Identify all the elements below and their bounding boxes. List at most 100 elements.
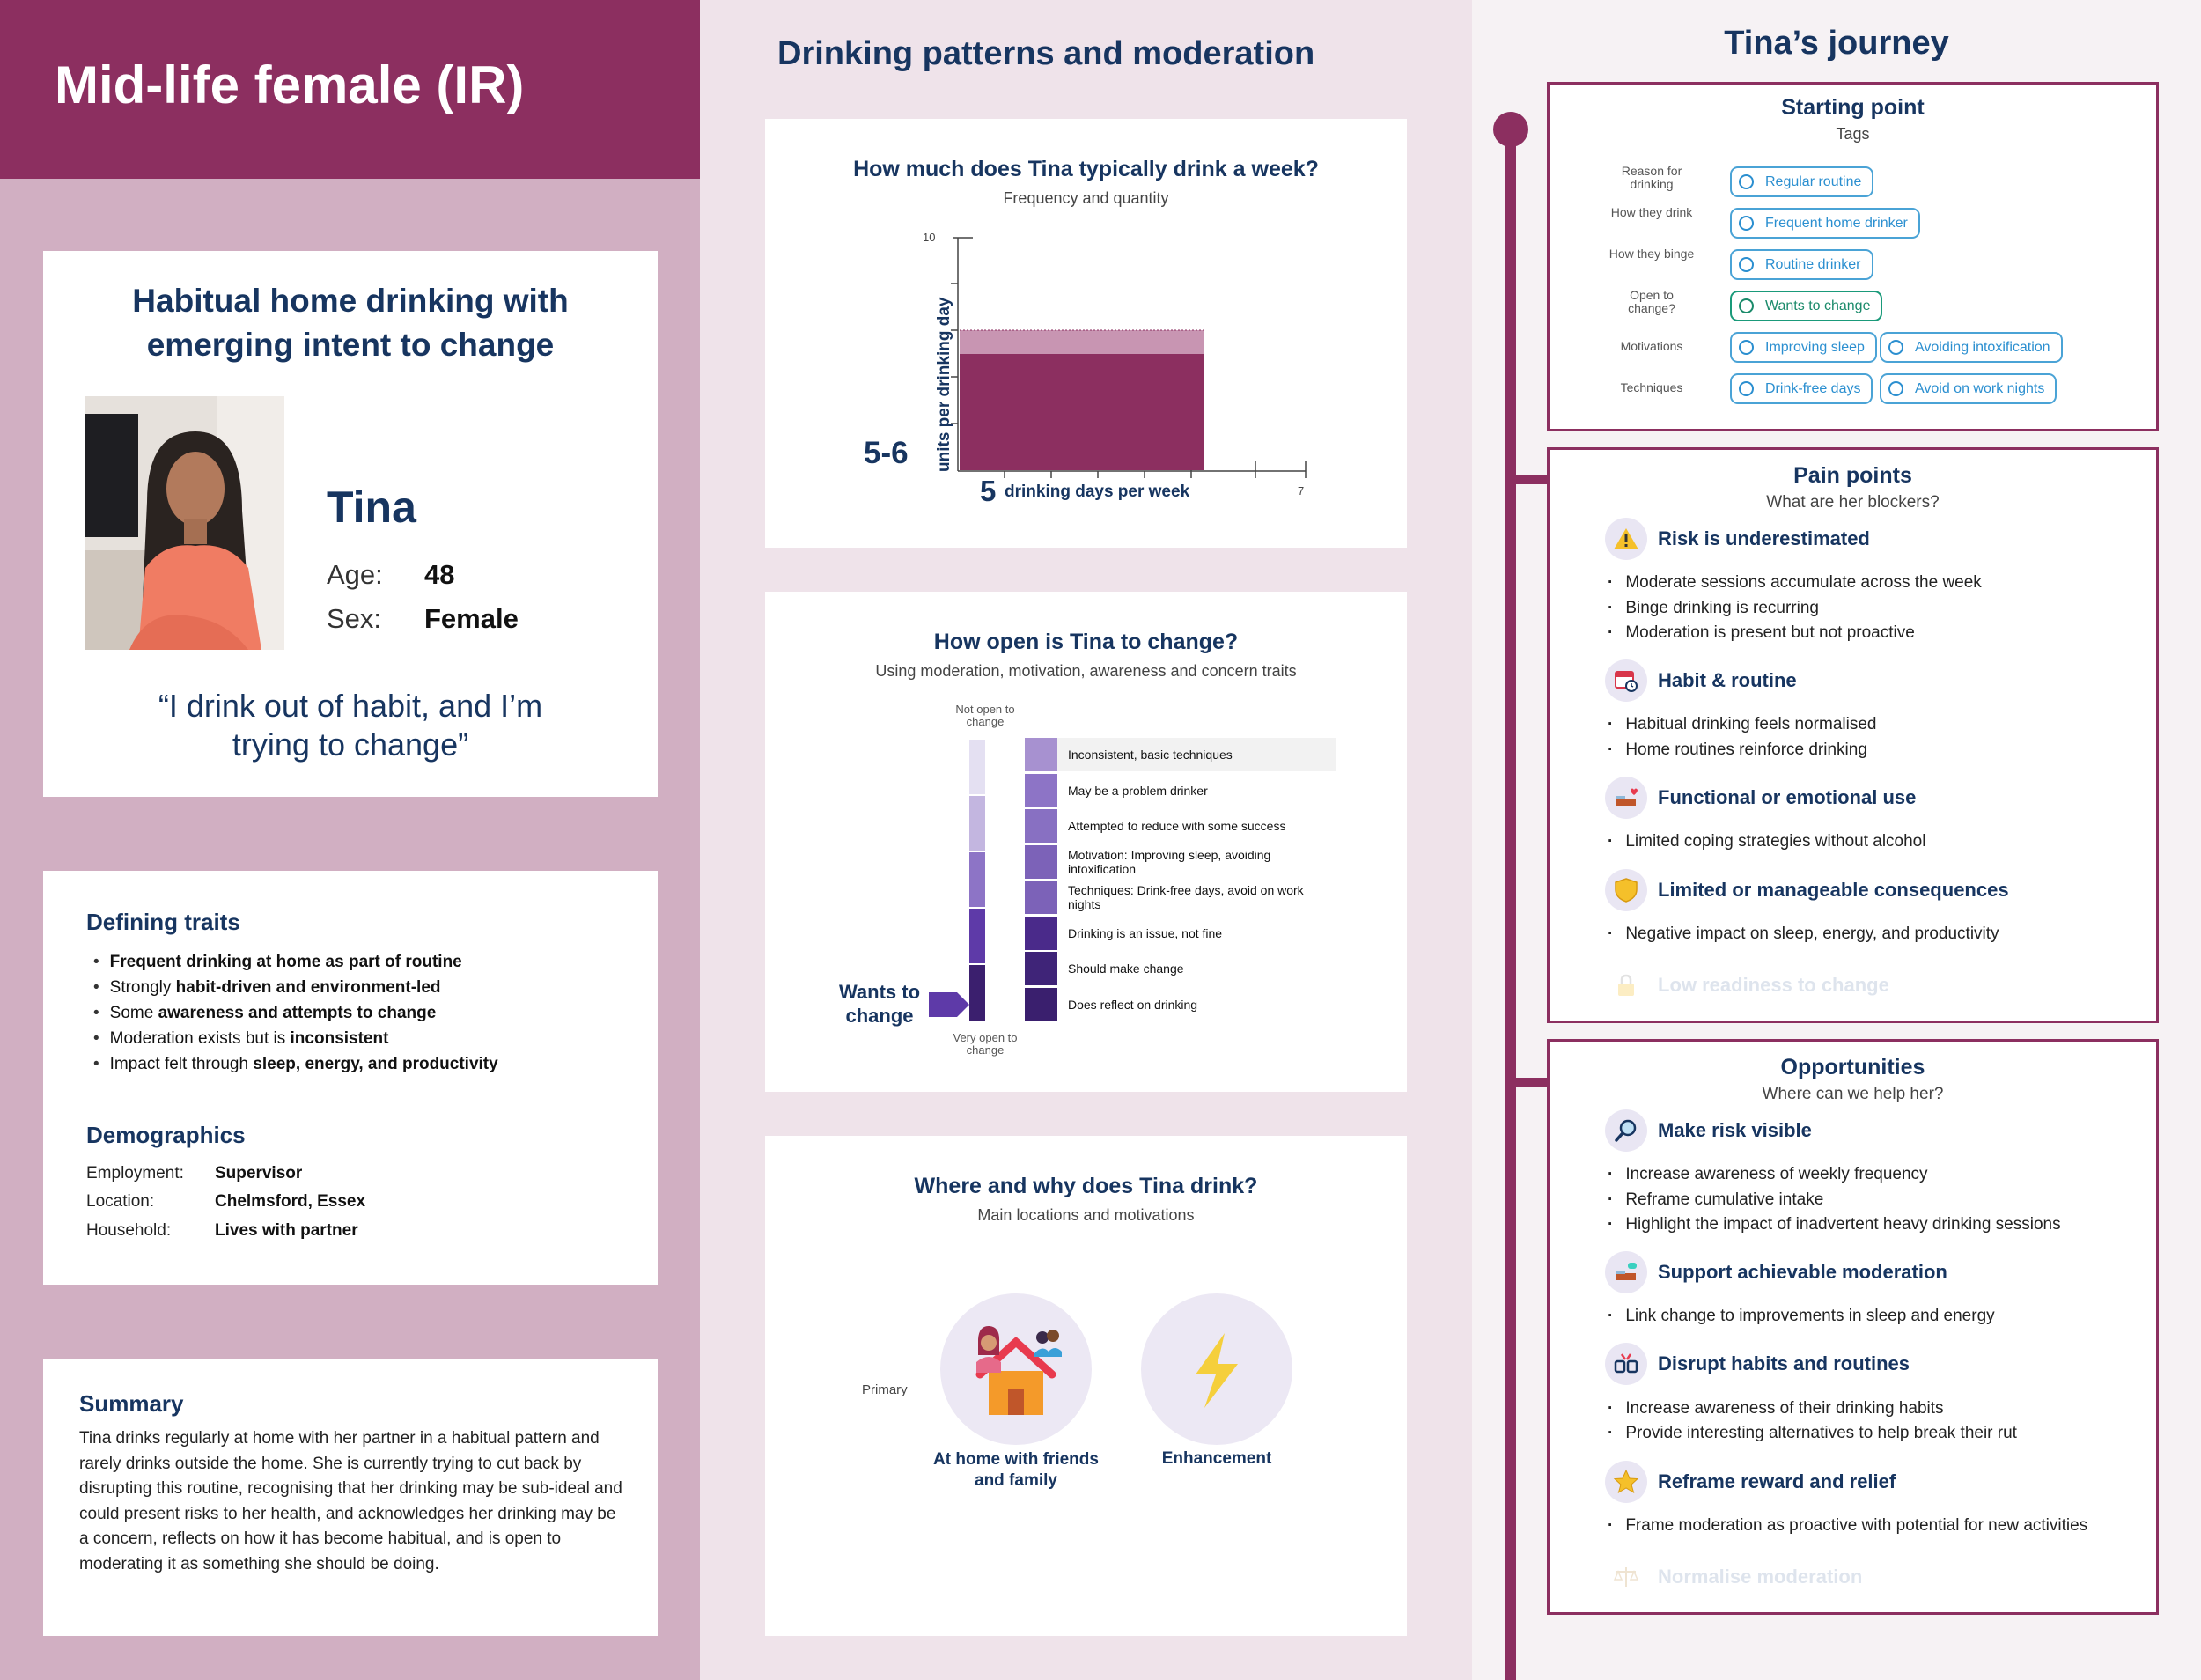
tag-text: Improving sleep (1765, 339, 1865, 355)
weekly-subtitle: Frequency and quantity (1003, 189, 1169, 207)
home-location-icon (940, 1293, 1092, 1445)
tag-chip[interactable]: Wants to change (1730, 291, 1883, 321)
tag-chip[interactable]: Improving sleep (1730, 332, 1877, 363)
trait-text: awareness and attempts to change (158, 1004, 437, 1022)
scales-icon (1605, 1556, 1647, 1598)
scale-segment (969, 965, 985, 1021)
trait-text: Some (109, 1004, 158, 1022)
tag-chip[interactable]: Regular routine (1730, 166, 1874, 197)
profile-heading-line-1: Habitual home drinking with (132, 283, 569, 319)
circle-icon (1739, 340, 1754, 355)
weekly-chart (951, 237, 1307, 478)
location-label: At home with friends and family (933, 1450, 1099, 1490)
opportunities-card: Opportunities Where can we help her? Mak… (1547, 1039, 2159, 1615)
trait-item: Some awareness and attempts to change (93, 1000, 498, 1026)
opp-heading-text: Support achievable moderation (1658, 1261, 1947, 1283)
opp-heading-normalise: Normalise moderation (1605, 1556, 1862, 1598)
opp-heading-text: Reframe reward and relief (1658, 1470, 1896, 1492)
patterns-title: Drinking patterns and moderation (777, 35, 1315, 72)
location-label: Location: (86, 1192, 155, 1211)
location-value: Chelmsford, Essex (215, 1192, 366, 1211)
pain-points-card: Pain points What are her blockers? Risk … (1547, 447, 2159, 1023)
sex-value: Female (424, 603, 519, 634)
wants-to-change-marker (929, 992, 969, 1017)
ladder-text: Attempted to reduce with some success (1068, 819, 1286, 833)
pain-title: Pain points (1793, 463, 1912, 488)
opp-heading-reward: Reframe reward and relief (1605, 1461, 1896, 1503)
pain-heading-functional: Functional or emotional use (1605, 777, 1916, 819)
motivation-label: Enhancement (1161, 1449, 1272, 1468)
weekly-units-bar (960, 354, 1204, 470)
opp-bullet: Increase awareness of weekly frequency (1608, 1161, 1927, 1187)
summary-card: Summary Tina drinks regularly at home wi… (43, 1359, 658, 1636)
ladder-item: Inconsistent, basic techniques (1025, 738, 1336, 771)
traits-list: Frequent drinking at home as part of rou… (93, 949, 498, 1077)
ladder-item: Should make change (1025, 952, 1336, 985)
tag-chip[interactable]: Frequent home drinker (1730, 208, 1920, 239)
days-value: 5 (980, 475, 997, 507)
ladder-item: Techniques: Drink-free days, avoid on wo… (1025, 881, 1336, 914)
pain-heading-consequences: Limited or manageable consequences (1605, 869, 2009, 911)
ladder-text: Does reflect on drinking (1068, 997, 1198, 1012)
calendar-clock-icon (1605, 659, 1647, 702)
ladder-swatch (1025, 738, 1057, 771)
weekly-range-bar (960, 330, 1204, 354)
persona-header (0, 0, 700, 179)
ladder-swatch (1025, 773, 1057, 807)
tag-chip[interactable]: Drink-free days (1730, 373, 1873, 404)
where-why-card: Where and why does Tina drink? Main loca… (765, 1136, 1407, 1636)
ladder-text: Should make change (1068, 962, 1184, 976)
scale-segment (969, 796, 985, 851)
trait-text: Moderation exists but is (109, 1029, 291, 1048)
circle-icon (1739, 381, 1754, 396)
tag-chip[interactable]: Routine drinker (1730, 249, 1873, 280)
units-value: 5-6 (864, 436, 909, 470)
pain-subtitle: What are her blockers? (1766, 493, 1940, 512)
ladder-swatch (1025, 881, 1057, 914)
traits-card: Defining traits Frequent drinking at hom… (43, 871, 658, 1285)
age-label: Age: (327, 559, 383, 590)
where-title: Where and why does Tina drink? (914, 1174, 1258, 1198)
opp-bullet: Provide interesting alternatives to help… (1608, 1420, 2017, 1446)
tag-chip[interactable]: Avoiding intoxification (1880, 332, 2063, 363)
tag-chip[interactable]: Avoid on work nights (1880, 373, 2057, 404)
days-label: drinking days per week (1005, 483, 1190, 501)
profile-heading-line-2: emerging intent to change (146, 327, 555, 363)
pain-heading-risk: Risk is underestimated (1605, 518, 1870, 560)
pain-bullet: Negative impact on sleep, energy, and pr… (1608, 921, 1999, 947)
ladder-text: Drinking is an issue, not fine (1068, 925, 1223, 940)
tag-row-label: How they binge (1608, 247, 1695, 261)
circle-icon (1739, 298, 1754, 313)
circle-icon (1739, 257, 1754, 272)
timeline-branch (1511, 475, 1551, 484)
employment-value: Supervisor (215, 1164, 303, 1183)
opp-heading-text: Make risk visible (1658, 1119, 1812, 1141)
pain-bullet: Moderation is present but not proactive (1608, 620, 1914, 645)
where-subtitle: Main locations and motivations (977, 1206, 1195, 1224)
pain-heading-text: Risk is underestimated (1658, 527, 1870, 549)
starting-point-card: Starting point Tags Reason for drinking R… (1547, 82, 2159, 431)
ladder-swatch (1025, 952, 1057, 985)
openness-ladder: Inconsistent, basic techniques May be a p… (1025, 738, 1336, 1028)
pain-heading-text: Functional or emotional use (1658, 786, 1917, 808)
tag-row-label: Reason for drinking (1621, 164, 1682, 191)
heart-bed-icon (1605, 777, 1647, 819)
openness-card: How open is Tina to change? Using modera… (765, 592, 1407, 1092)
lock-icon (1605, 964, 1647, 1006)
trait-item: Frequent drinking at home as part of rou… (93, 949, 498, 975)
opp-heading-risk: Make risk visible (1605, 1109, 1812, 1152)
quote-line-1: “I drink out of habit, and I’m (158, 688, 543, 724)
x-max-label: 7 (1298, 484, 1305, 497)
y-axis-label: units per drinking day (935, 297, 953, 472)
openness-title: How open is Tina to change? (933, 630, 1239, 654)
ladder-text: Motivation: Improving sleep, avoiding in… (1068, 847, 1271, 876)
ladder-item: May be a problem drinker (1025, 773, 1336, 807)
persona-title: Mid-life female (IR) (55, 55, 525, 114)
openness-scale (969, 740, 985, 1023)
ladder-item: Motivation: Improving sleep, avoiding in… (1025, 844, 1336, 879)
traits-title: Defining traits (86, 909, 240, 935)
pain-bullet: Home routines reinforce drinking (1608, 737, 1867, 763)
circle-icon (1739, 216, 1754, 231)
tag-text: Avoiding intoxification (1915, 339, 2050, 355)
tag-text: Frequent home drinker (1765, 215, 1908, 231)
